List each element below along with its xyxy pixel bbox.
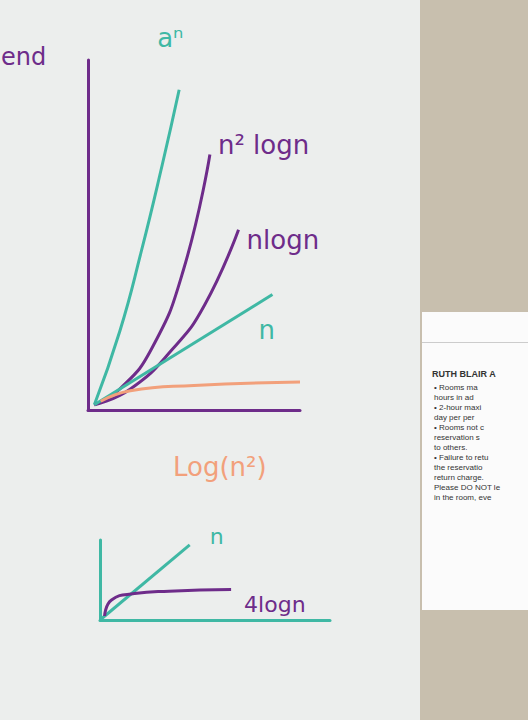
html-text:• Failure to retu: • Failure to retu (434, 453, 489, 462)
html-text:day per per: day per per (434, 413, 475, 422)
html-text:Please DO NOT le: Please DO NOT le (434, 483, 501, 492)
html-text:• Rooms not c: • Rooms not c (434, 423, 484, 432)
svg-text:n: n (210, 524, 224, 549)
svg-text:nlogn: nlogn (247, 225, 320, 255)
svg-text:4logn: 4logn (244, 592, 305, 617)
svg-text:Log(n²): Log(n²) (173, 452, 267, 482)
svg-text:end: end (1, 43, 46, 71)
html-text:• Rooms ma: • Rooms ma (434, 383, 478, 392)
html-text:return charge.: return charge. (434, 473, 484, 482)
svg-text:n: n (258, 315, 274, 345)
svg-text:n² logn: n² logn (218, 130, 309, 160)
html-text:hours in ad: hours in ad (434, 393, 474, 402)
html-text:to others.: to others. (434, 443, 468, 452)
html-text:in the room, eve: in the room, eve (434, 493, 492, 502)
html-text:• 2-hour maxi: • 2-hour maxi (434, 403, 482, 412)
html-text:the reservatio: the reservatio (434, 463, 483, 472)
html-text:reservation s: reservation s (434, 433, 480, 442)
html-text:RUTH BLAIR A: RUTH BLAIR A (432, 369, 496, 379)
svg-text:aⁿ: aⁿ (157, 23, 183, 53)
